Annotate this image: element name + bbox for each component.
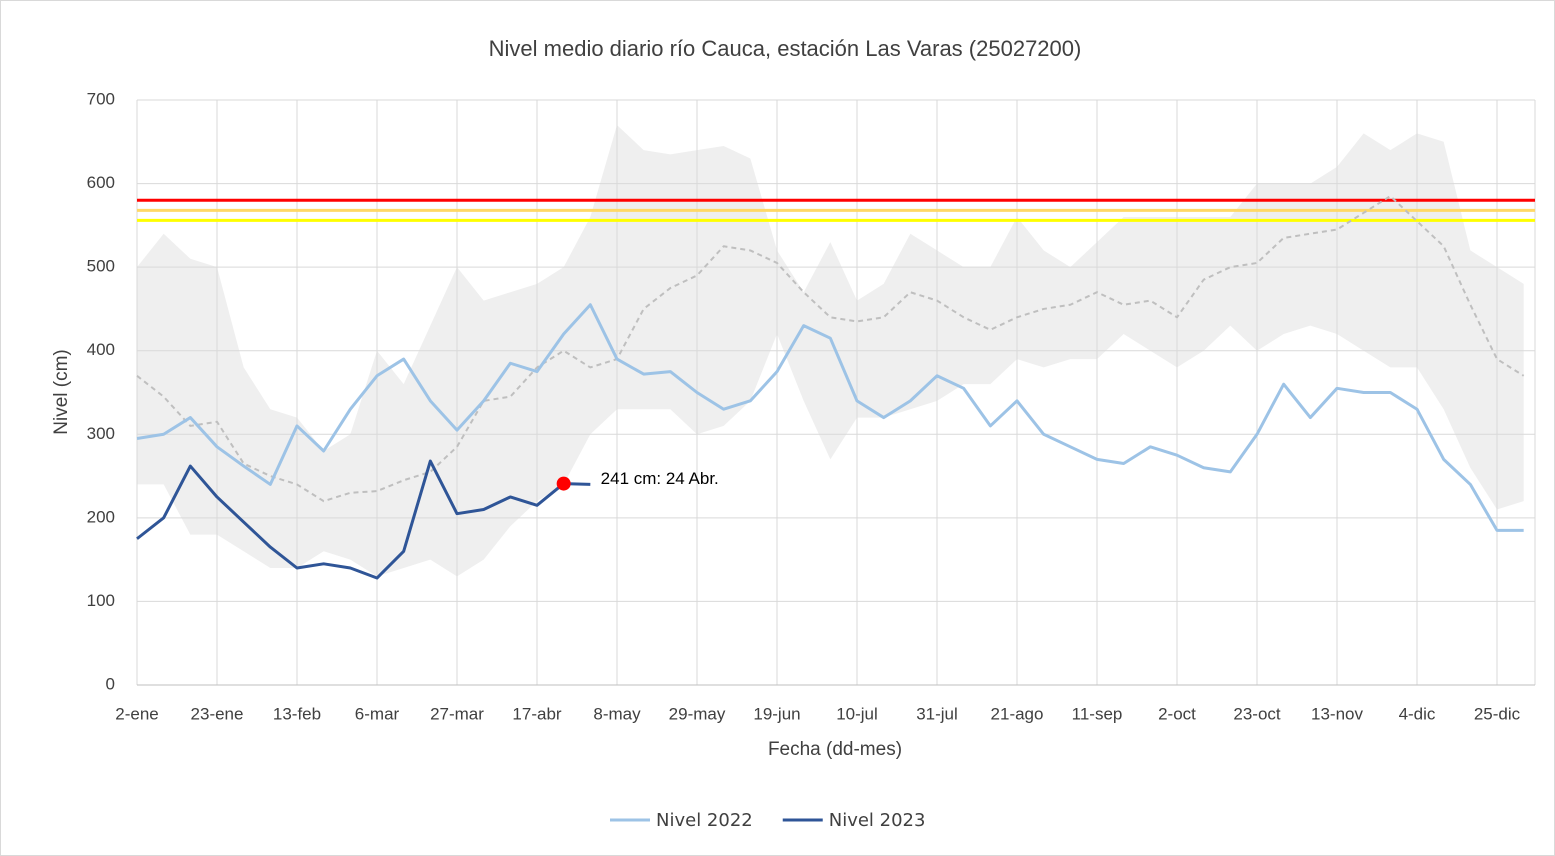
x-axis-label: Fecha (dd-mes) [768,739,902,760]
annotation-text: 241 cm: 24 Abr. [601,469,719,488]
x-tick-label: 10-jul [836,704,878,723]
y-tick-label: 600 [87,173,115,192]
x-tick-label: 23-oct [1233,704,1281,723]
x-tick-label: 31-jul [916,704,958,723]
x-tick-label: 4-dic [1399,704,1436,723]
series-line [136,459,591,580]
x-tick-label: 17-abr [512,704,561,723]
series-line [136,303,1524,532]
y-tick-label: 300 [87,424,115,443]
x-tick-label: 29-may [669,704,726,723]
y-tick-label: 400 [87,340,115,359]
x-tick-label: 6-mar [355,704,400,723]
x-tick-label: 21-ago [991,704,1044,723]
x-tick-label: 8-may [593,704,641,723]
y-tick-label: 0 [106,674,115,693]
x-tick-label: 19-jun [753,704,800,723]
y-tick-label: 200 [87,507,115,526]
x-tick-label: 2-oct [1158,704,1196,723]
y-tick-label: 700 [87,89,115,108]
x-tick-label: 11-sep [1072,704,1123,723]
chart-title: Nivel medio diario río Cauca, estación L… [489,36,1082,61]
annotation-point [556,476,571,491]
legend-label: Nivel 2023 [829,810,926,831]
x-tick-label: 13-feb [273,704,321,723]
y-axis-label: Nivel (cm) [51,349,72,435]
legend-label: Nivel 2022 [656,810,753,831]
y-tick-label: 100 [87,591,115,610]
x-tick-label: 23-ene [191,704,244,723]
x-tick-label: 27-mar [430,704,484,723]
y-tick-label: 500 [87,257,115,276]
x-tick-label: 2-ene [115,704,158,723]
x-tick-label: 25-dic [1474,704,1521,723]
x-tick-label: 13-nov [1311,704,1363,723]
